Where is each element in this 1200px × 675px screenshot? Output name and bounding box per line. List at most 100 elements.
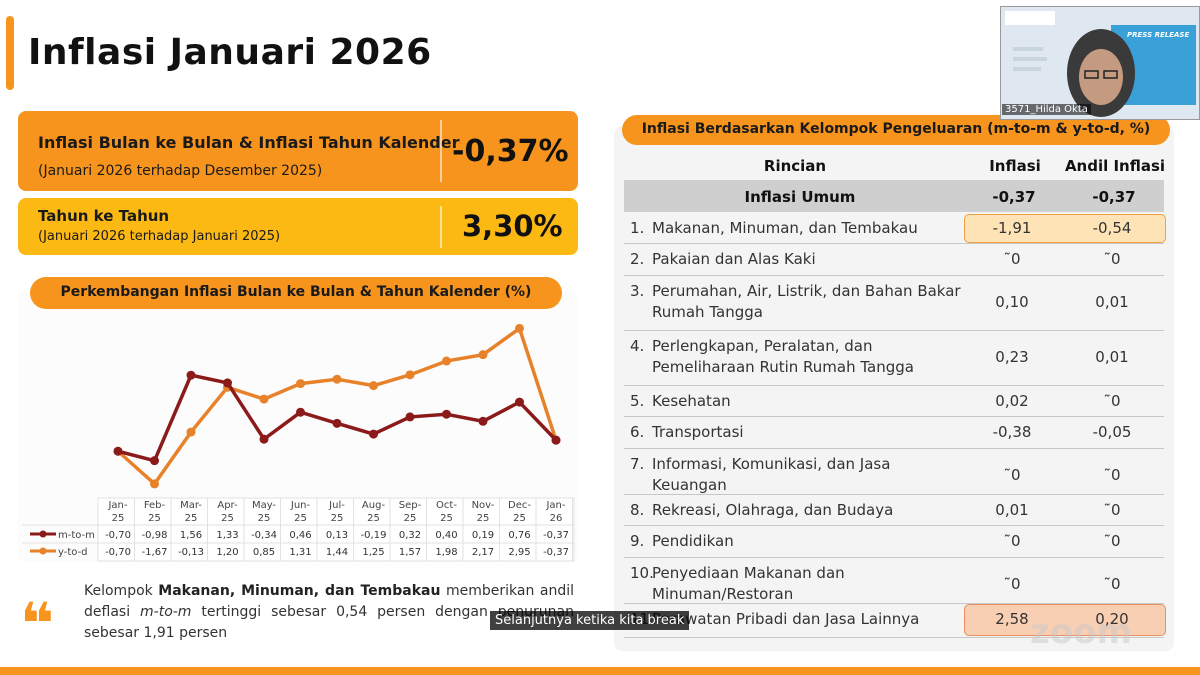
series-line-y-to-d bbox=[116, 325, 558, 487]
inflasi-umum-label: Inflasi Umum bbox=[744, 188, 856, 206]
title-accent-bar bbox=[6, 16, 14, 90]
table-row-divider bbox=[624, 385, 1164, 386]
x-tick-label: 25 bbox=[221, 513, 234, 524]
data-point-y-to-d bbox=[405, 370, 415, 380]
row-number: 2. bbox=[630, 250, 645, 268]
andil-value: 0,01 bbox=[1095, 348, 1129, 366]
legend-marker bbox=[39, 547, 47, 555]
x-tick-label: 26 bbox=[550, 513, 563, 524]
video-frame: PRESS RELEASE bbox=[1001, 7, 1199, 119]
andil-value: ˜0 bbox=[1103, 532, 1121, 550]
chart-title: Perkembangan Inflasi Bulan ke Bulan & Ta… bbox=[60, 284, 532, 300]
andil-value: ˜0 bbox=[1103, 466, 1121, 484]
data-point-y-to-d bbox=[442, 356, 451, 366]
row-label: Perlengkapan, Peralatan, dan bbox=[652, 337, 873, 355]
table-row-divider bbox=[624, 448, 1164, 449]
data-point-y-to-d bbox=[259, 394, 269, 404]
data-label: 1,57 bbox=[399, 547, 421, 558]
inflasi-umum-andil: -0,37 bbox=[1092, 188, 1136, 206]
data-point-m-to-m bbox=[332, 418, 342, 428]
data-point-m-to-m bbox=[259, 434, 269, 444]
yoy-card-label: Tahun ke Tahun bbox=[38, 207, 170, 225]
inflasi-value: 2,58 bbox=[995, 610, 1029, 628]
table-row-divider bbox=[624, 243, 1164, 244]
x-tick-label: Nov- bbox=[472, 500, 495, 511]
row-label-cont: Keuangan bbox=[652, 476, 727, 494]
footer-accent-bar bbox=[0, 667, 1200, 675]
data-point-m-to-m bbox=[150, 456, 159, 466]
data-label: -0,34 bbox=[251, 530, 277, 541]
inflasi-value: 0,23 bbox=[995, 348, 1029, 366]
quote-icon: ❝ bbox=[20, 590, 55, 658]
data-label: 1,20 bbox=[216, 547, 238, 558]
andil-value: -0,05 bbox=[1092, 423, 1132, 441]
mtm-card-value: -0,37% bbox=[452, 134, 569, 169]
x-tick-label: Mar- bbox=[180, 500, 202, 511]
data-label: 0,85 bbox=[253, 547, 275, 558]
x-tick-label: Apr- bbox=[217, 500, 238, 511]
row-label: Pakaian dan Alas Kaki bbox=[652, 250, 816, 268]
table-title-pill bbox=[622, 115, 1170, 145]
note-text-3: tertinggi sebesar 0,54 persen dengan pen… bbox=[84, 604, 574, 641]
x-tick-label: Sep- bbox=[399, 500, 422, 511]
table-panel bbox=[614, 126, 1174, 651]
data-label: 2,17 bbox=[472, 547, 494, 558]
x-tick-label: 25 bbox=[294, 513, 307, 524]
card-divider bbox=[440, 120, 442, 182]
highlight-note: Kelompok Makanan, Minuman, dan Tembakau … bbox=[84, 581, 574, 644]
participant-video[interactable]: PRESS RELEASE bbox=[1000, 6, 1200, 120]
data-point-m-to-m bbox=[186, 370, 196, 380]
data-point-m-to-m bbox=[405, 412, 415, 422]
inflasi-umum-value: -0,37 bbox=[992, 188, 1036, 206]
data-label: 1,25 bbox=[362, 547, 384, 558]
x-tick-label: Feb- bbox=[144, 500, 166, 511]
x-tick-label: 25 bbox=[404, 513, 417, 524]
row-number: 5. bbox=[630, 392, 645, 410]
legend-marker bbox=[39, 530, 47, 538]
data-label: -0,98 bbox=[142, 530, 168, 541]
data-label: -0,37 bbox=[543, 547, 569, 558]
data-label: 0,46 bbox=[289, 530, 311, 541]
card-divider bbox=[440, 206, 442, 248]
row-number: 1. bbox=[630, 219, 645, 237]
chart-title-pill bbox=[30, 277, 562, 309]
row-label: Makanan, Minuman, dan Tembakau bbox=[652, 219, 918, 237]
inflasi-umum-row bbox=[624, 180, 1164, 212]
data-label: 0,40 bbox=[435, 530, 457, 541]
data-label: 1,31 bbox=[289, 547, 311, 558]
row-label: Rekreasi, Olahraga, dan Budaya bbox=[652, 501, 894, 519]
x-tick-label: 25 bbox=[367, 513, 380, 524]
note-italic: m-to-m bbox=[140, 604, 192, 620]
data-label: -0,70 bbox=[105, 530, 131, 541]
table-title: Inflasi Berdasarkan Kelompok Pengeluaran… bbox=[641, 121, 1151, 137]
table-row-divider bbox=[624, 557, 1164, 558]
data-label: -0,13 bbox=[178, 547, 204, 558]
andil-value: -0,54 bbox=[1092, 219, 1132, 237]
data-point-y-to-d bbox=[369, 381, 378, 391]
andil-value: ˜0 bbox=[1103, 392, 1121, 410]
yoy-card-sub: (Januari 2026 terhadap Januari 2025) bbox=[38, 229, 281, 244]
data-label: 0,32 bbox=[399, 530, 421, 541]
note-text-2: memberikan andil deflasi bbox=[84, 583, 574, 620]
data-point-m-to-m bbox=[515, 397, 524, 407]
data-label: 1,56 bbox=[180, 530, 202, 541]
row-number: 8. bbox=[630, 501, 645, 519]
x-tick-label: Dec- bbox=[508, 500, 531, 511]
mtm-card-sub: (Januari 2026 terhadap Desember 2025) bbox=[38, 163, 323, 179]
row-label: Kesehatan bbox=[652, 392, 731, 410]
table-row-divider bbox=[624, 330, 1164, 331]
x-tick-label: 25 bbox=[440, 513, 453, 524]
table-row-divider bbox=[624, 494, 1164, 495]
inflasi-value: 0,01 bbox=[995, 501, 1029, 519]
x-tick-label: Jan- bbox=[107, 500, 127, 511]
data-label: 1,44 bbox=[326, 547, 348, 558]
inflation-line-chart: Jan- 25 Feb- 25 Mar- 25 Apr- 25 May- 25 Jun- 25 Jul-… bbox=[22, 323, 575, 562]
data-label: 2,95 bbox=[508, 547, 530, 558]
data-point-m-to-m bbox=[551, 435, 561, 445]
x-tick-label: 25 bbox=[148, 513, 161, 524]
table-row-divider bbox=[624, 416, 1164, 417]
live-caption: Selanjutnya ketika kita break bbox=[490, 611, 690, 630]
data-label: 0,19 bbox=[472, 530, 494, 541]
row-number: 10. bbox=[630, 564, 654, 582]
x-tick-label: 25 bbox=[185, 513, 198, 524]
